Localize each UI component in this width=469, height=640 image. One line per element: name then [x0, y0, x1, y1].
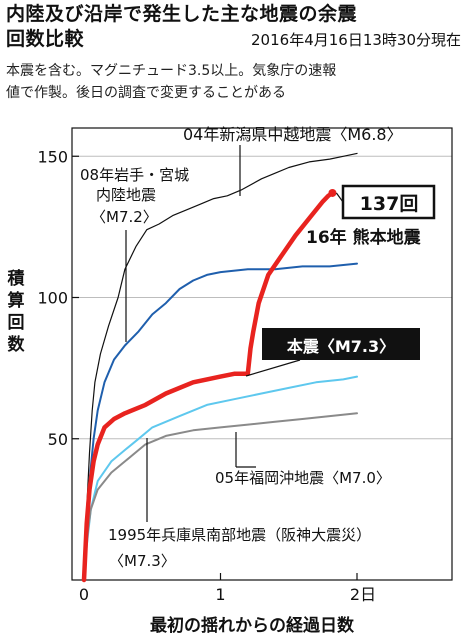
timestamp: 2016年4月16日13時30分現在	[251, 31, 461, 49]
note-line2: 値で作製。後日の調査で変更することがある	[6, 85, 286, 101]
hyogo-label-1: 1995年兵庫県南部地震（阪神大震災）	[108, 526, 371, 544]
x-tick-label-2: 2日	[350, 585, 376, 604]
x-tick-label-0: 0	[79, 585, 89, 604]
chart-title-line2: 回数比較	[6, 28, 85, 50]
x-axis-label: 最初の揺れからの経過日数	[150, 615, 355, 636]
mainshock-label: 本震〈M7.3〉	[287, 337, 395, 356]
series-line-4	[83, 412, 358, 581]
mainshock-leader	[245, 359, 301, 377]
kumamoto-count: 137回	[360, 193, 419, 215]
mainshock-box	[262, 328, 420, 360]
plot-frame	[71, 127, 453, 581]
y-tick-label-50: 50	[48, 430, 68, 449]
kumamoto-end-point	[328, 188, 337, 197]
note-line1: 本震を含む。マグニチュード3.5以上。気象庁の速報	[6, 63, 337, 79]
iwate-label-2: 内陸地震	[96, 186, 156, 204]
y-axis-label: 積算回数	[7, 269, 25, 355]
niigata-label: 04年新潟県中越地震〈M6.8〉	[183, 125, 403, 144]
iwate-label-3: 〈M7.2〉	[91, 208, 158, 226]
y-tick-label-150: 150	[37, 147, 68, 166]
y-tick-label-100: 100	[37, 289, 68, 308]
series-line-3	[83, 375, 358, 581]
iwate-label-1: 08年岩手・宮城	[80, 166, 189, 184]
kumamoto-count-leader	[335, 192, 344, 203]
hyogo-label-2: 〈M7.3〉	[109, 552, 176, 570]
series-line-2	[81, 190, 335, 583]
chart-title-line1: 内陸及び沿岸で発生した主な地震の余震	[6, 3, 358, 25]
fukuoka-label: 05年福岡沖地震〈M7.0〉	[215, 469, 391, 487]
kumamoto-label: 16年 熊本地震	[306, 227, 422, 248]
series-line-0	[83, 152, 358, 581]
x-tick-label-1: 1	[215, 585, 225, 604]
